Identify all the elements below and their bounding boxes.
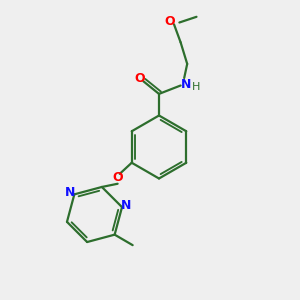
Text: N: N: [181, 78, 192, 91]
Text: O: O: [165, 15, 176, 28]
Text: O: O: [112, 171, 123, 184]
Text: O: O: [134, 72, 145, 86]
Text: N: N: [121, 199, 131, 212]
Text: H: H: [192, 82, 200, 92]
Text: N: N: [65, 186, 76, 199]
